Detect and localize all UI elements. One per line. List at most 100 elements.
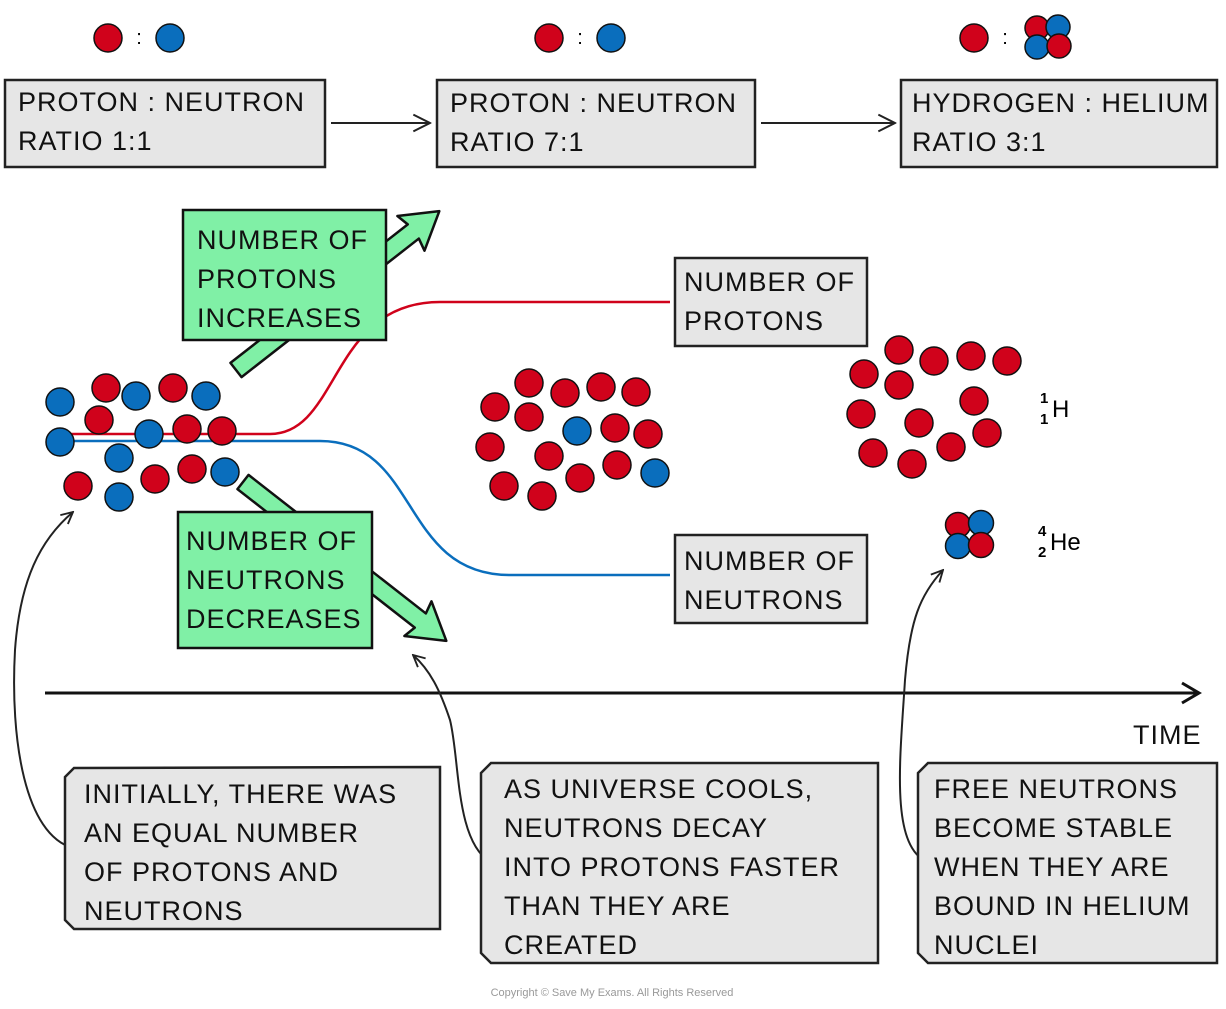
proton bbox=[91, 373, 121, 403]
proton bbox=[84, 405, 114, 435]
svg-text:1: 1 bbox=[1040, 411, 1048, 428]
time-axis-label: TIME bbox=[1133, 720, 1202, 750]
proton bbox=[177, 454, 207, 484]
neutron bbox=[944, 532, 972, 560]
note-text: BOUND IN HELIUM bbox=[934, 891, 1191, 921]
proton-count-curve bbox=[60, 300, 670, 436]
leader-line bbox=[413, 655, 491, 863]
proton bbox=[534, 441, 564, 471]
stage-box-2: PROTON : NEUTRON RATIO 7:1 bbox=[435, 78, 757, 169]
proton bbox=[550, 378, 580, 408]
callout-text: INCREASES bbox=[197, 303, 362, 333]
note-text: AS UNIVERSE COOLS, bbox=[504, 774, 813, 804]
proton bbox=[158, 373, 188, 403]
neutrons-line-label: NUMBER OF NEUTRONS bbox=[673, 533, 869, 625]
proton bbox=[602, 450, 632, 480]
proton bbox=[897, 449, 927, 479]
neutron bbox=[121, 381, 151, 411]
proton bbox=[489, 471, 519, 501]
svg-text:2: 2 bbox=[1038, 544, 1046, 561]
label-text: NEUTRONS bbox=[684, 585, 844, 615]
proton bbox=[480, 392, 510, 422]
helium-nucleus bbox=[944, 509, 995, 560]
helium-isotope-symbol: 4 2 He bbox=[1038, 523, 1081, 561]
neutron bbox=[210, 457, 240, 487]
proton bbox=[956, 341, 986, 371]
hydrogen-icon bbox=[959, 23, 989, 53]
proton bbox=[207, 416, 237, 446]
callout-text: NEUTRONS bbox=[186, 565, 346, 595]
neutron bbox=[134, 419, 164, 449]
proton bbox=[633, 419, 663, 449]
neutron bbox=[191, 381, 221, 411]
proton bbox=[621, 377, 651, 407]
callout-text: DECREASES bbox=[186, 604, 362, 634]
stage-label: PROTON : NEUTRON bbox=[18, 87, 305, 117]
stage-box-1: PROTON : NEUTRON RATIO 1:1 bbox=[3, 78, 327, 169]
proton bbox=[514, 402, 544, 432]
stage-label: PROTON : NEUTRON bbox=[450, 88, 737, 118]
protons-line-label: NUMBER OF PROTONS bbox=[673, 256, 869, 348]
leader-line bbox=[13, 512, 73, 849]
neutron bbox=[45, 427, 75, 457]
callout-text: NUMBER OF bbox=[186, 526, 357, 556]
note-text: NUCLEI bbox=[934, 930, 1039, 960]
neutron bbox=[104, 482, 134, 512]
label-text: PROTONS bbox=[684, 306, 824, 336]
proton bbox=[849, 359, 879, 389]
neutron bbox=[562, 416, 592, 446]
stage-ratio: RATIO 3:1 bbox=[912, 127, 1047, 157]
proton-icon bbox=[93, 23, 123, 53]
label-text: NUMBER OF bbox=[684, 546, 855, 576]
proton bbox=[600, 413, 630, 443]
copyright: Copyright © Save My Exams. All Rights Re… bbox=[491, 987, 734, 999]
proton bbox=[919, 346, 949, 376]
proton bbox=[972, 418, 1002, 448]
ratio-icon-2: : bbox=[534, 23, 626, 53]
hydrogen-cluster bbox=[846, 335, 1022, 479]
note-text: AN EQUAL NUMBER bbox=[84, 818, 359, 848]
note-text: INTO PROTONS FASTER bbox=[504, 852, 840, 882]
proton bbox=[527, 481, 557, 511]
svg-text:1: 1 bbox=[1040, 390, 1048, 407]
note-text: WHEN THEY ARE bbox=[934, 852, 1170, 882]
proton bbox=[475, 432, 505, 462]
time-axis-arrow-icon bbox=[1181, 681, 1202, 705]
stage-label: HYDROGEN : HELIUM bbox=[912, 88, 1210, 118]
proton bbox=[884, 335, 914, 365]
note-helium: FREE NEUTRONS BECOME STABLE WHEN THEY AR… bbox=[916, 761, 1219, 965]
proton bbox=[565, 463, 595, 493]
proton bbox=[858, 438, 888, 468]
colon: : bbox=[1002, 27, 1008, 49]
neutron-count-curve bbox=[60, 439, 670, 577]
stage-box-3: HYDROGEN : HELIUM RATIO 3:1 bbox=[899, 78, 1219, 169]
stage-ratio: RATIO 7:1 bbox=[450, 127, 585, 157]
proton bbox=[514, 368, 544, 398]
callout-text: PROTONS bbox=[197, 264, 337, 294]
callout-text: NUMBER OF bbox=[197, 225, 368, 255]
colon: : bbox=[577, 27, 583, 49]
proton bbox=[904, 408, 934, 438]
note-text: NEUTRONS DECAY bbox=[504, 813, 768, 843]
svg-text:4: 4 bbox=[1038, 523, 1047, 540]
proton bbox=[846, 399, 876, 429]
proton-icon bbox=[534, 23, 564, 53]
note-cooling: AS UNIVERSE COOLS, NEUTRONS DECAY INTO P… bbox=[479, 761, 880, 965]
initial-cluster bbox=[45, 373, 240, 512]
note-text: OF PROTONS AND bbox=[84, 857, 339, 887]
helium-icon bbox=[1024, 14, 1072, 60]
note-text: THAN THEY ARE bbox=[504, 891, 731, 921]
note-text: INITIALLY, THERE WAS bbox=[84, 779, 397, 809]
neutron-icon bbox=[155, 23, 185, 53]
ratio-icon-1: : bbox=[93, 23, 185, 53]
label-text: NUMBER OF bbox=[684, 267, 855, 297]
cooled-cluster bbox=[475, 368, 670, 511]
proton bbox=[172, 414, 202, 444]
svg-text:He: He bbox=[1050, 529, 1081, 556]
proton bbox=[63, 471, 93, 501]
neutron-icon bbox=[596, 23, 626, 53]
neutron bbox=[640, 458, 670, 488]
note-initial: INITIALLY, THERE WAS AN EQUAL NUMBER OF … bbox=[63, 765, 442, 931]
proton bbox=[959, 386, 989, 416]
